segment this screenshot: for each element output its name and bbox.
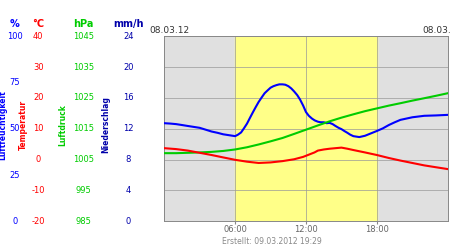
Text: 50: 50 [9, 124, 20, 133]
Text: Luftdruck: Luftdruck [58, 104, 68, 146]
Text: 4: 4 [126, 186, 131, 195]
Text: 20: 20 [33, 94, 44, 102]
Text: 1035: 1035 [73, 62, 94, 72]
Text: 8: 8 [126, 155, 131, 164]
Text: 0: 0 [12, 217, 18, 226]
Text: 25: 25 [9, 170, 20, 179]
Text: 1005: 1005 [73, 155, 94, 164]
Text: 1045: 1045 [73, 32, 94, 41]
Text: 10: 10 [33, 124, 44, 133]
Text: 16: 16 [123, 94, 134, 102]
Text: 0: 0 [126, 217, 131, 226]
Bar [164, 36, 235, 221]
Text: 24: 24 [123, 32, 134, 41]
Text: -20: -20 [32, 217, 45, 226]
Text: 0: 0 [36, 155, 41, 164]
Text: %: % [10, 19, 20, 29]
Bar [377, 36, 448, 221]
Text: 1015: 1015 [73, 124, 94, 133]
Text: hPa: hPa [73, 19, 94, 29]
Text: 40: 40 [33, 32, 44, 41]
Text: Niederschlag: Niederschlag [101, 96, 110, 154]
Text: Temperatur: Temperatur [19, 100, 28, 150]
Text: 985: 985 [75, 217, 91, 226]
Text: 12: 12 [123, 124, 134, 133]
Text: 30: 30 [33, 62, 44, 72]
Text: 1025: 1025 [73, 94, 94, 102]
Text: °C: °C [32, 19, 44, 29]
Text: -10: -10 [32, 186, 45, 195]
Text: 995: 995 [76, 186, 91, 195]
Text: 100: 100 [7, 32, 22, 41]
Bar [235, 36, 377, 221]
Text: 75: 75 [9, 78, 20, 87]
Text: mm/h: mm/h [113, 19, 144, 29]
Text: Luftfeuchtigkeit: Luftfeuchtigkeit [0, 90, 8, 160]
Text: 20: 20 [123, 62, 134, 72]
Text: Erstellt: 09.03.2012 19:29: Erstellt: 09.03.2012 19:29 [222, 236, 322, 246]
